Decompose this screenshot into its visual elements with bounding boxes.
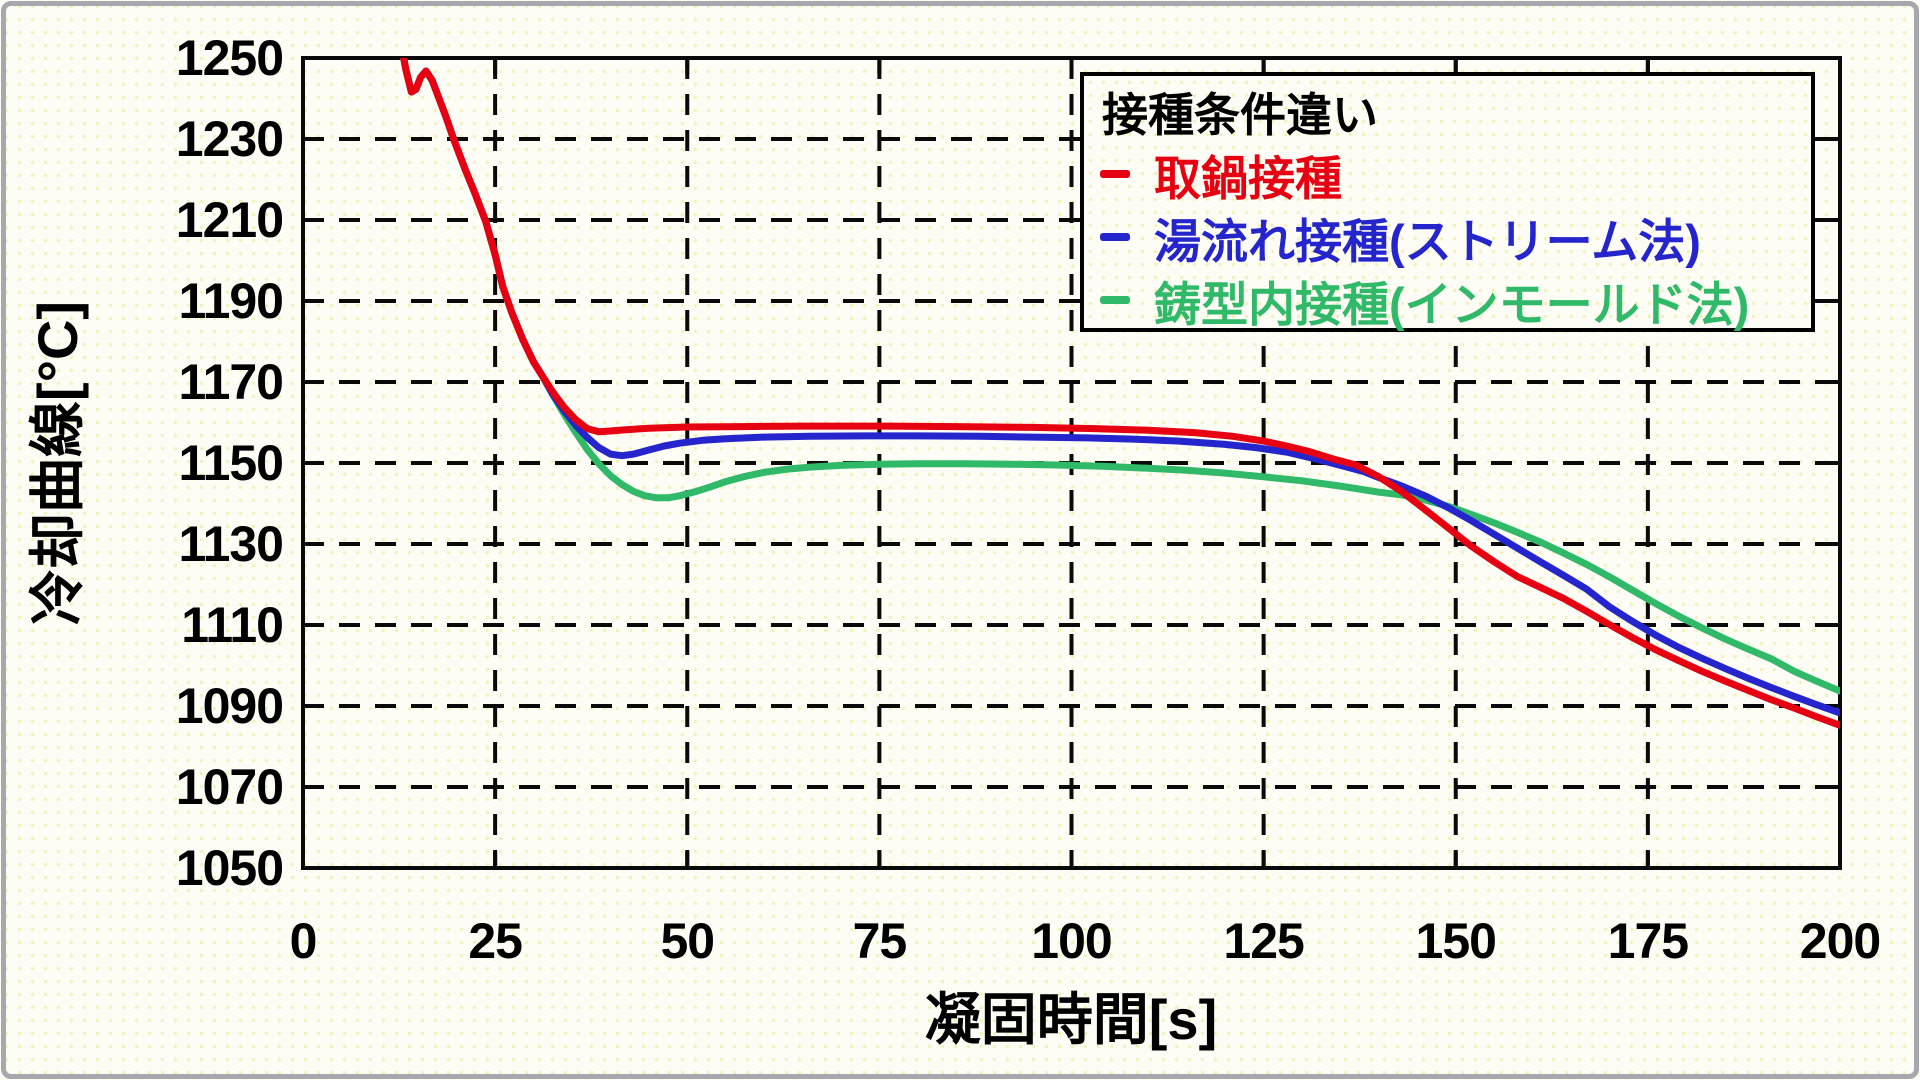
y-tick-label-1070: 1070 — [175, 759, 284, 815]
y-tick-label-1110: 1110 — [181, 597, 284, 653]
x-tick-label-175: 175 — [1607, 913, 1689, 969]
legend-entry-label: 湯流れ接種(ストリーム法) — [1154, 214, 1701, 268]
x-tick-label-0: 0 — [289, 913, 318, 969]
legend-entry-inmold-inoculation: 鋳型内接種(インモールド法) — [1094, 272, 1749, 331]
x-tick-label-200: 200 — [1799, 913, 1881, 969]
legend-dash-icon — [1100, 296, 1130, 304]
legend-dash-icon — [1100, 233, 1130, 241]
y-tick-label-1190: 1190 — [178, 273, 284, 329]
y-tick-label-1090: 1090 — [175, 678, 284, 734]
x-tick-label-75: 75 — [852, 913, 908, 969]
plot-border — [301, 56, 1842, 870]
x-tick-label-150: 150 — [1415, 913, 1497, 969]
x-tick-label-50: 50 — [660, 913, 715, 969]
y-tick-label-1250: 1250 — [175, 30, 284, 86]
legend-title: 接種条件違い — [1102, 89, 1378, 141]
legend-box: 接種条件違い 取鍋接種湯流れ接種(ストリーム法) 鋳型内接種(インモールド法) — [1080, 72, 1815, 332]
x-tick-label-125: 125 — [1223, 913, 1304, 969]
y-tick-label-1050: 1050 — [175, 840, 284, 896]
legend-entry-label: 鋳型内接種(インモールド法) — [1154, 277, 1750, 331]
x-tick-label-25: 25 — [468, 913, 523, 969]
y-tick-label-1230: 1230 — [175, 111, 284, 167]
legend-entry-ladle-inoculation: 取鍋接種 — [1094, 146, 1342, 205]
x-tick-label-100: 100 — [1031, 913, 1112, 969]
curve-ladle-inoculation — [400, 58, 1840, 729]
legend-dash-icon — [1100, 170, 1130, 178]
y-tick-label-1210: 1210 — [175, 192, 284, 248]
y-tick-label-1130: 1130 — [178, 516, 284, 572]
legend-entry-label: 取鍋接種 — [1154, 151, 1342, 205]
legend-entry-stream-inoculation: 湯流れ接種(ストリーム法) — [1094, 209, 1701, 268]
y-tick-label-1170: 1170 — [178, 354, 284, 410]
y-tick-label-1150: 1150 — [178, 435, 284, 491]
x-axis-title: 凝固時間[s] — [924, 988, 1218, 1051]
